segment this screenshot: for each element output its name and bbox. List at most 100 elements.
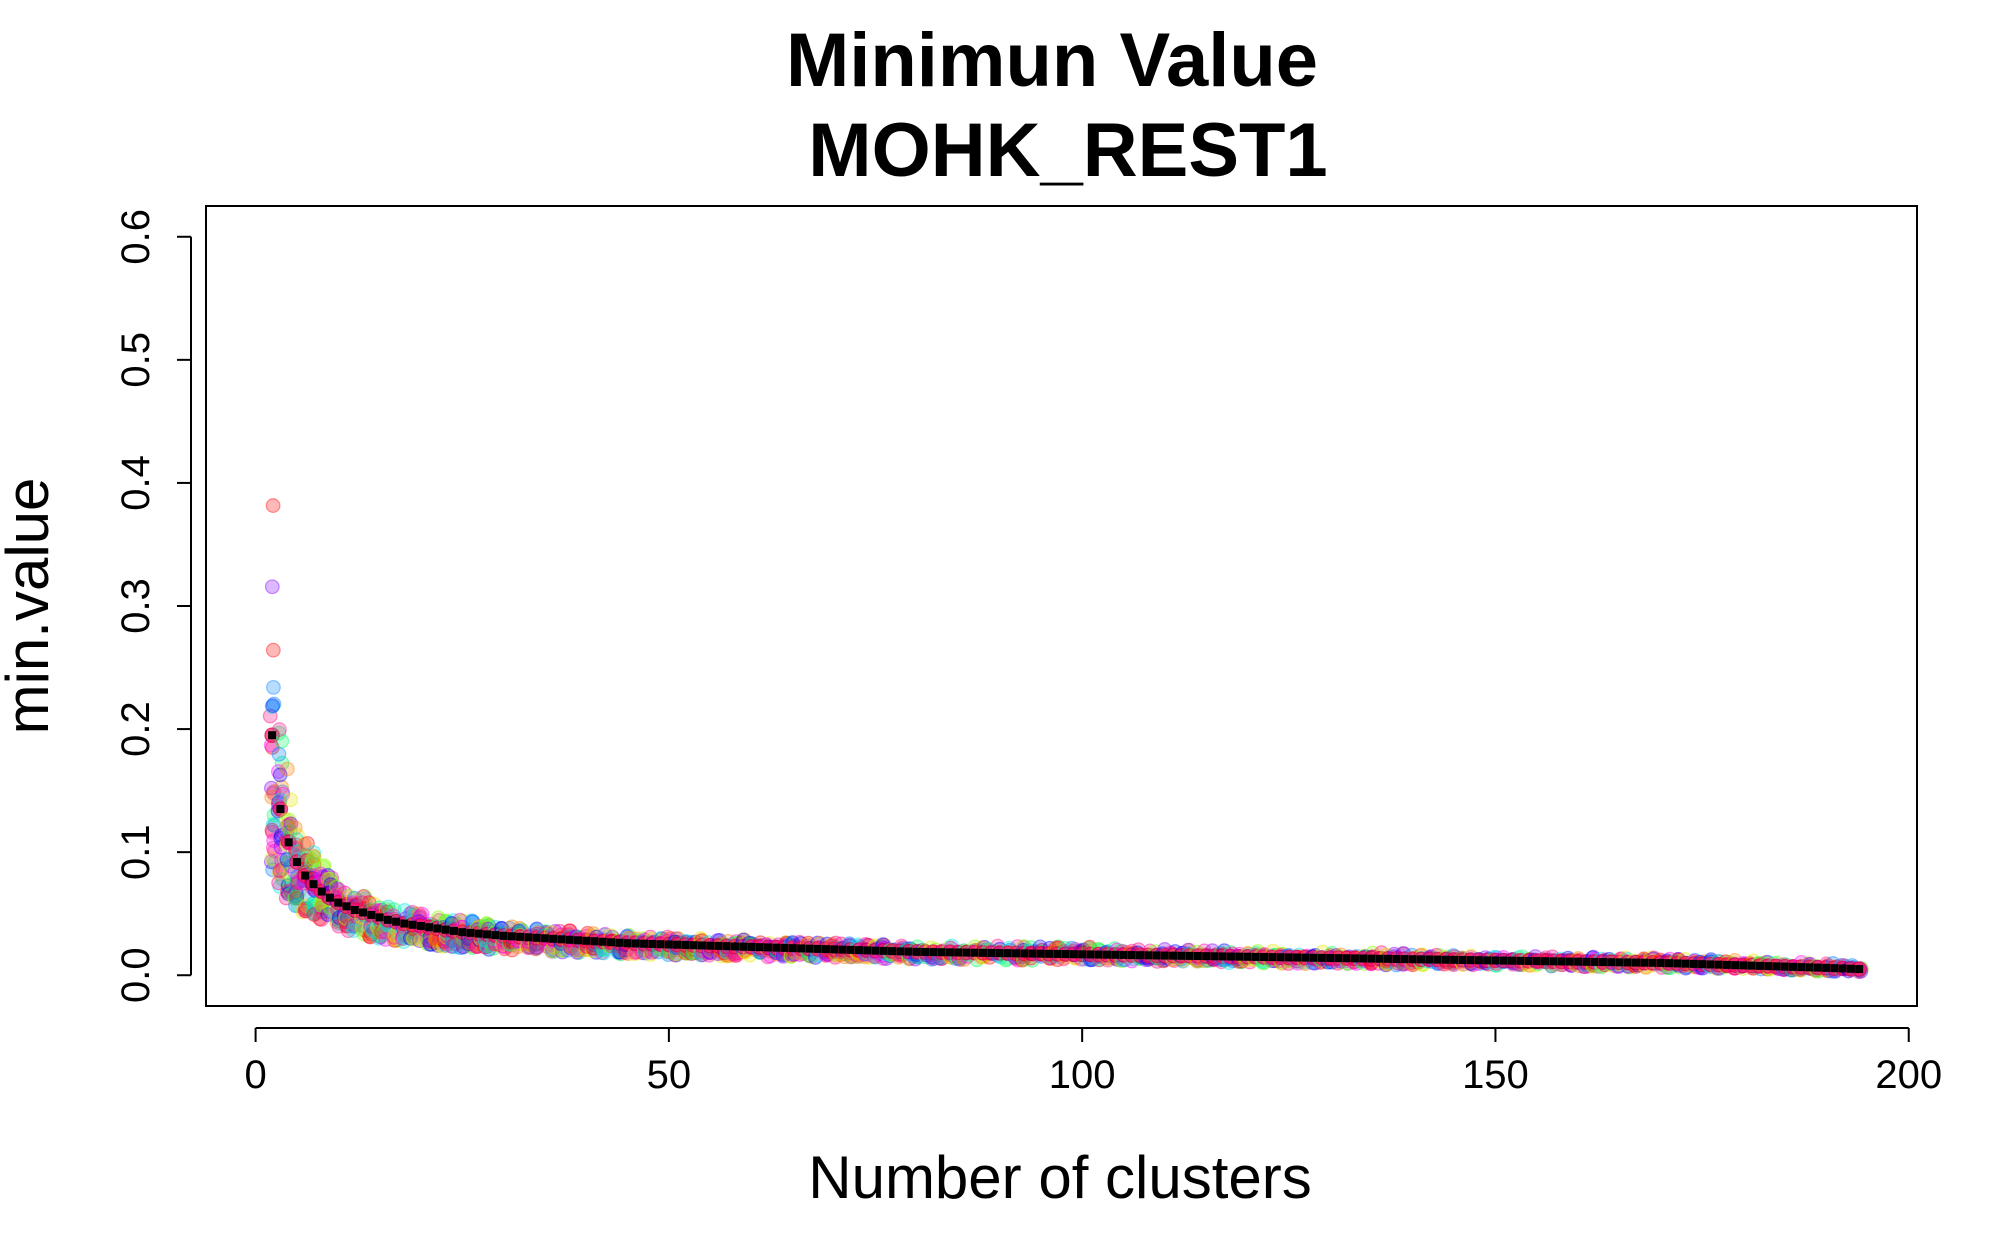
data-point [365,923,380,938]
data-point [265,642,281,658]
mean-marker [359,908,368,917]
mean-marker [664,940,673,949]
mean-marker [1689,959,1698,968]
mean-marker [1450,955,1459,964]
data-point [300,849,316,865]
mean-marker [607,938,616,947]
mean-marker [1036,949,1045,958]
mean-marker [1276,953,1285,962]
data-point [273,863,288,878]
mean-marker [1045,949,1054,958]
mean-marker [854,946,863,955]
mean-marker [1524,956,1533,965]
data-point [356,889,371,904]
data-point [265,840,281,856]
mean-marker [375,913,384,922]
mean-marker [1665,959,1674,968]
y-tick-label: 0.5 [114,332,158,388]
data-point [306,845,322,861]
data-point [304,899,320,915]
data-point [388,932,404,948]
y-tick-label: 0.2 [114,701,158,757]
data-point [283,792,299,808]
data-point [280,819,296,835]
mean-marker [1474,956,1483,965]
data-point [355,922,371,938]
mean-marker [1218,952,1227,961]
mean-marker [1028,949,1037,958]
data-point [389,933,405,949]
data-point [374,924,389,940]
mean-marker [1830,964,1839,973]
mean-marker [1317,953,1326,962]
mean-marker [1607,958,1616,967]
data-point [300,836,315,851]
data-point [272,863,288,879]
data-point [274,784,290,800]
data-point [455,939,471,955]
mean-marker [1813,963,1822,972]
data-point [278,890,294,906]
plot-frame [205,205,1918,1007]
mean-marker [1565,957,1574,966]
mean-marker [540,934,549,943]
mean-marker [912,947,921,956]
mean-marker [1458,955,1467,964]
mean-marker [813,944,822,953]
data-point [315,859,331,875]
mean-marker [1078,950,1087,959]
mean-marker [1789,962,1798,971]
mean-marker [1251,952,1260,961]
data-point [346,923,362,939]
mean-marker [507,932,516,941]
mean-marker [400,919,409,928]
mean-marker [474,929,483,938]
mean-marker [1268,953,1277,962]
data-point [266,785,281,801]
mean-marker [449,926,458,935]
data-point [282,877,298,892]
mean-marker [1640,958,1649,967]
data-point [358,922,373,938]
mean-marker [1582,957,1591,966]
mean-marker [1656,958,1665,967]
data-point [362,928,377,944]
data-point [281,812,297,828]
data-point [287,889,303,905]
mean-marker [1160,951,1169,960]
mean-marker [1375,954,1384,963]
x-axis-label: Number of clusters [808,1144,1312,1211]
data-point [267,818,282,833]
mean-marker [1069,950,1078,959]
y-axis-label: min.value [0,478,61,735]
data-point [395,931,411,947]
mean-marker [1111,950,1120,959]
data-point [283,883,299,899]
mean-marker [1020,949,1029,958]
data-point [287,820,303,836]
mean-marker [499,931,508,940]
mean-marker [722,942,731,951]
data-point [291,884,307,900]
mean-marker [408,920,417,929]
data-point [313,866,328,882]
data-point [320,867,336,883]
x-tick-label: 0 [244,1053,266,1097]
data-point [306,907,322,922]
mean-marker [904,947,913,956]
mean-marker [1433,955,1442,964]
mean-marker [623,939,632,948]
mean-marker [441,925,450,934]
mean-marker [1243,952,1252,961]
data-point [283,886,299,902]
mean-marker [524,933,533,942]
data-point [282,866,298,882]
mean-marker [1334,954,1343,963]
mean-marker [1053,949,1062,958]
mean-marker [466,928,475,937]
mean-marker [573,936,582,945]
mean-marker [284,838,293,847]
mean-marker [1102,950,1111,959]
data-point [266,784,282,799]
data-point [296,837,312,852]
